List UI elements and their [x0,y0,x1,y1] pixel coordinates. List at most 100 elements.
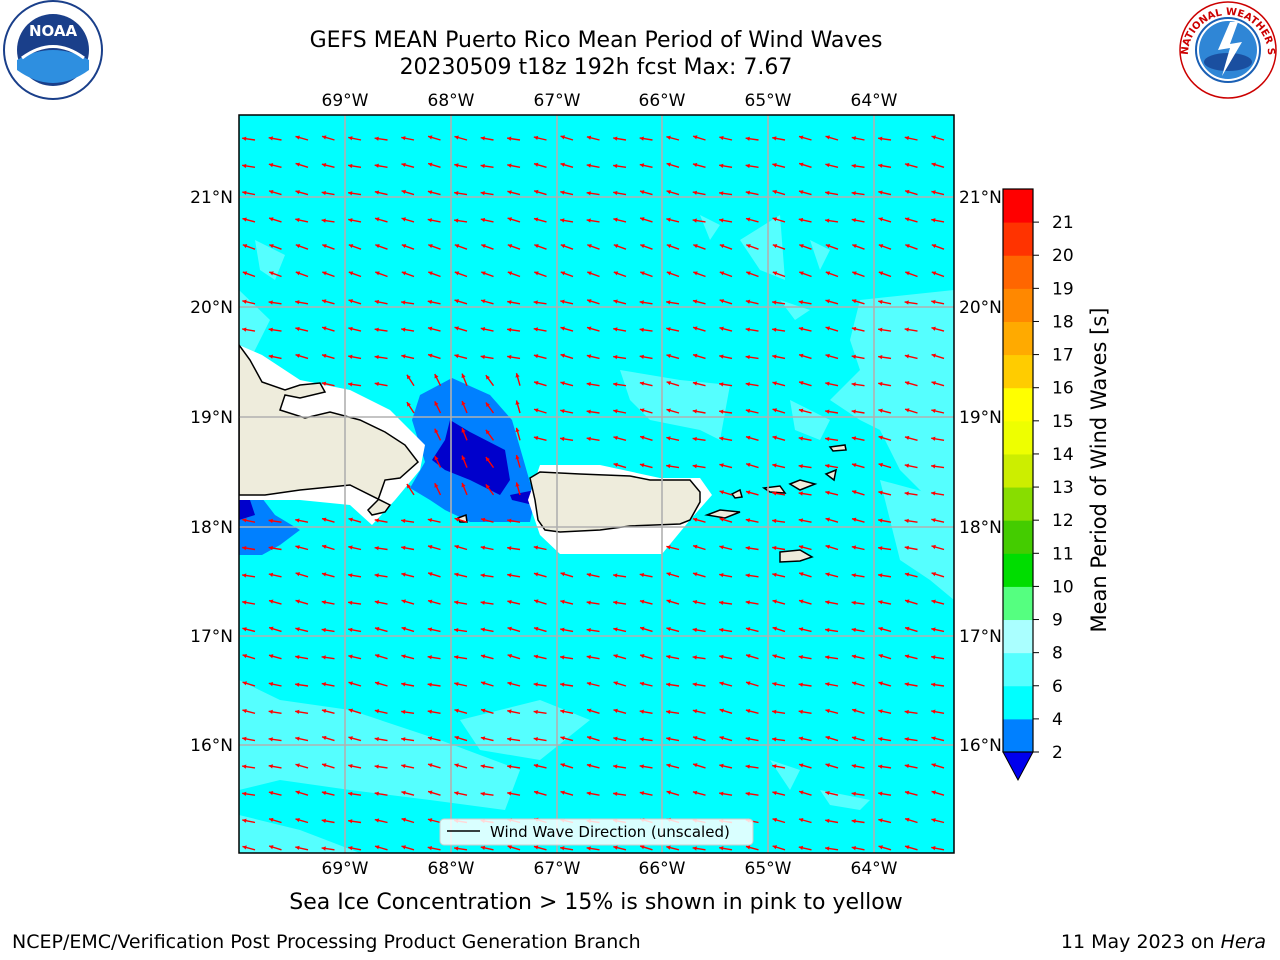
wind-arrow-head [772,463,777,468]
wind-arrow-head [481,708,486,713]
wind-arrow-head [401,244,407,249]
wind-arrow-head [533,654,539,659]
wind-arrow-head [374,136,379,141]
wind-arrow-head [374,736,379,742]
wind-arrow-head [851,517,857,522]
wind-arrow-head [772,381,777,386]
wind-arrow-head [322,544,327,549]
wind-arrow-head [878,791,883,796]
wind-arrow-head [745,190,751,195]
wind-arrow-head [560,599,565,604]
wind-arrow-head [375,244,380,249]
wind-arrow-head [242,244,248,249]
colorbar-segment [1003,619,1033,654]
wind-arrow-head [586,763,592,768]
wind-arrow-head [560,135,565,140]
wind-arrow-head [295,271,301,276]
wind-arrow-head [904,518,909,524]
colorbar-segment [1003,718,1033,753]
wind-arrow-head [693,271,698,276]
wind-arrow-head [904,354,910,359]
wind-arrow-head [878,845,883,850]
wind-arrow-head [746,244,751,249]
wind-arrow-head [401,845,406,850]
wind-arrow-head [931,381,936,386]
footer-date: 11 May 2023 on Hera [1061,931,1266,953]
wind-arrow-head [242,163,247,169]
lon-label: 67°W [534,859,581,879]
wind-arrow-head [507,599,512,605]
wind-arrow-head [693,244,698,249]
wind-arrow-head [905,599,910,604]
wind-arrow-head [587,326,592,331]
wind-arrow-head [851,163,856,169]
wind-arrow-head [613,791,618,797]
wind-arrow-head [295,736,300,741]
wind-arrow-head [321,299,327,304]
wind-arrow-head [639,381,645,386]
colorbar-segment [1003,487,1033,521]
vieques [704,509,741,519]
wind-arrow-head [295,763,300,768]
wind-arrow-head [348,299,353,304]
wind-arrow-head [507,354,512,360]
wind-arrow-head [719,573,724,578]
wind-arrow-head [931,135,936,140]
colorbar-segments [1003,189,1033,753]
wind-arrow-head [348,708,353,713]
wind-arrow-head [401,817,406,822]
wind-arrow-head [434,455,439,461]
wind-arrow-head [533,736,538,742]
wind-arrow-head [295,627,300,632]
lat-label: 21°N [959,188,1002,208]
wind-arrow-head [268,572,274,577]
wind-arrow-head [269,189,274,195]
wind-arrow-head [825,655,830,660]
wind-arrow-head [851,463,857,468]
colorbar-segment [1003,321,1033,356]
map-legend: Wind Wave Direction (unscaled) [439,818,754,846]
colorbar-segment [1003,189,1033,223]
chart-title: GEFS MEAN Puerto Rico Mean Period of Win… [309,28,883,53]
wind-arrow-head [586,135,592,140]
wind-arrow-head [692,409,697,414]
wind-arrow-head [719,846,724,851]
colorbar-segment [1003,288,1033,322]
wind-arrow-head [560,627,565,632]
wind-arrow-head [401,217,406,222]
wind-arrow-head [374,518,379,523]
wind-arrow-head [745,327,750,332]
wind-arrow-head [507,653,512,659]
wind-arrow-head [719,409,724,414]
wind-arrow-head [772,408,777,413]
wind-arrow-head [798,436,804,441]
wind-arrow-head [427,326,433,331]
wind-arrow-head [374,626,380,632]
wind-arrow-head [454,600,459,605]
wind-arrow-head [745,299,751,304]
wind-arrow-head [639,791,645,796]
nws-logo: NATIONAL WEATHER SERVICE [1178,0,1277,99]
wind-arrow-head [905,626,910,631]
colorbar-frame [1002,188,1034,753]
wind-arrow-head [454,326,459,331]
wind-arrow-head [640,408,645,413]
wind-arrow-head [295,162,300,167]
wind-arrow-head [613,708,618,713]
wind-arrow-head [904,737,909,742]
wind-arrow-head [931,353,936,358]
wind-arrow-head [639,463,645,468]
wind-arrow-head [586,681,592,686]
wind-arrow-head [507,217,512,222]
wind-arrow-head [507,764,512,769]
colorbar-title: Mean Period of Wind Waves [s] [1087,308,1111,633]
wind-arrow-head [348,163,353,169]
wind-arrow-head [533,135,539,141]
wind-arrow-head [666,408,671,413]
colorbar-tick-label: 6 [1052,677,1063,697]
wind-arrow-head [798,709,803,714]
wind-arrow-head [515,400,520,405]
wind-arrow-head [434,401,439,406]
wind-arrow-head [825,436,830,442]
wind-arrow-head [534,790,539,795]
